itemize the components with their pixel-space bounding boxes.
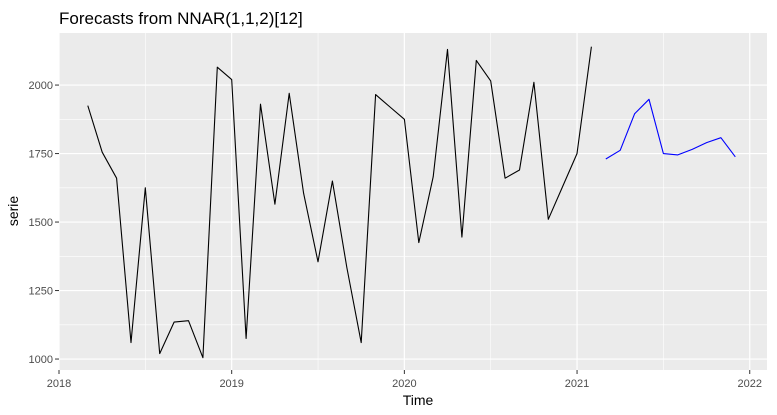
y-tick-label: 1000 bbox=[29, 354, 53, 366]
y-tick-label: 1250 bbox=[29, 286, 53, 298]
chart-title: Forecasts from NNAR(1,1,2)[12] bbox=[59, 9, 303, 28]
series-lines bbox=[87, 46, 736, 359]
y-tick-label: 1750 bbox=[29, 149, 53, 161]
y-tick-label: 1500 bbox=[29, 217, 53, 229]
minor-gridlines bbox=[59, 33, 767, 370]
y-axis: 1000 1250 1500 1750 2000 bbox=[29, 80, 59, 366]
forecast-series-line bbox=[605, 98, 736, 160]
y-tick-label: 2000 bbox=[29, 80, 53, 92]
y-axis-label: serie bbox=[5, 196, 21, 227]
x-tick-label: 2021 bbox=[565, 378, 589, 390]
x-tick-label: 2022 bbox=[737, 378, 761, 390]
x-tick-label: 2020 bbox=[392, 378, 416, 390]
x-tick-label: 2019 bbox=[219, 378, 243, 390]
major-gridlines bbox=[58, 33, 767, 370]
plot-panel bbox=[59, 33, 767, 370]
x-axis-label: Time bbox=[403, 392, 434, 408]
x-tick-label: 2018 bbox=[47, 378, 71, 390]
x-axis: 2018 2019 2020 2021 2022 bbox=[47, 370, 762, 390]
observed-series-line bbox=[87, 46, 592, 359]
